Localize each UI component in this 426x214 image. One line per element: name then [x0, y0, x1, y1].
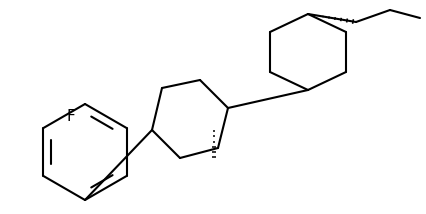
- Text: F: F: [66, 109, 75, 124]
